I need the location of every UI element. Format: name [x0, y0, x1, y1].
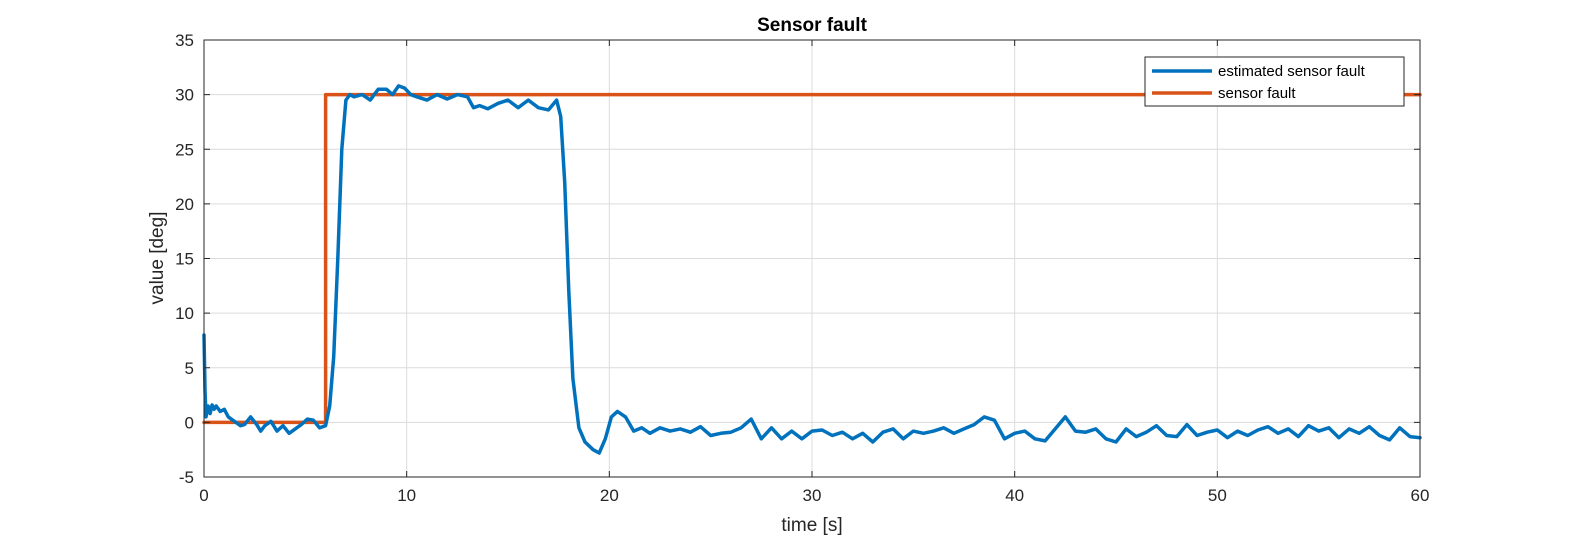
y-tick-label: 10: [175, 304, 194, 323]
y-tick-label: 30: [175, 86, 194, 105]
legend-label-sensor-fault: sensor fault: [1218, 85, 1296, 102]
y-tick-label: 25: [175, 140, 194, 159]
y-tick-label: 5: [185, 359, 194, 378]
x-tick-label: 60: [1411, 486, 1430, 505]
legend-label-estimated: estimated sensor fault: [1218, 63, 1366, 80]
y-tick-label: 35: [175, 31, 194, 50]
x-axis-label: time [s]: [781, 515, 842, 536]
x-tick-label: 50: [1208, 486, 1227, 505]
legend-box: [1144, 56, 1405, 107]
x-tick-label: 10: [397, 486, 416, 505]
ticks: 0 10 20 30 40 50 60 -5 0 5 10 15 20 25 30 35: [175, 31, 1429, 505]
y-tick-label: 20: [175, 195, 194, 214]
chart-title: Sensor fault: [757, 15, 867, 36]
series-line-sensor-fault: [202, 92, 1422, 425]
y-tick-label: 0: [185, 413, 194, 432]
series-layer: [202, 84, 1422, 455]
x-tick-label: 0: [199, 486, 208, 505]
series-line-estimated-sensor-fault: [202, 84, 1422, 455]
y-axis-label: value [deg]: [147, 212, 168, 305]
x-tick-label: 30: [803, 486, 822, 505]
x-tick-label: 20: [600, 486, 619, 505]
y-tick-label: -5: [179, 468, 194, 487]
x-tick-label: 40: [1005, 486, 1024, 505]
legend: estimated sensor fault sensor fault: [1144, 56, 1405, 107]
y-tick-label: 15: [175, 250, 194, 269]
